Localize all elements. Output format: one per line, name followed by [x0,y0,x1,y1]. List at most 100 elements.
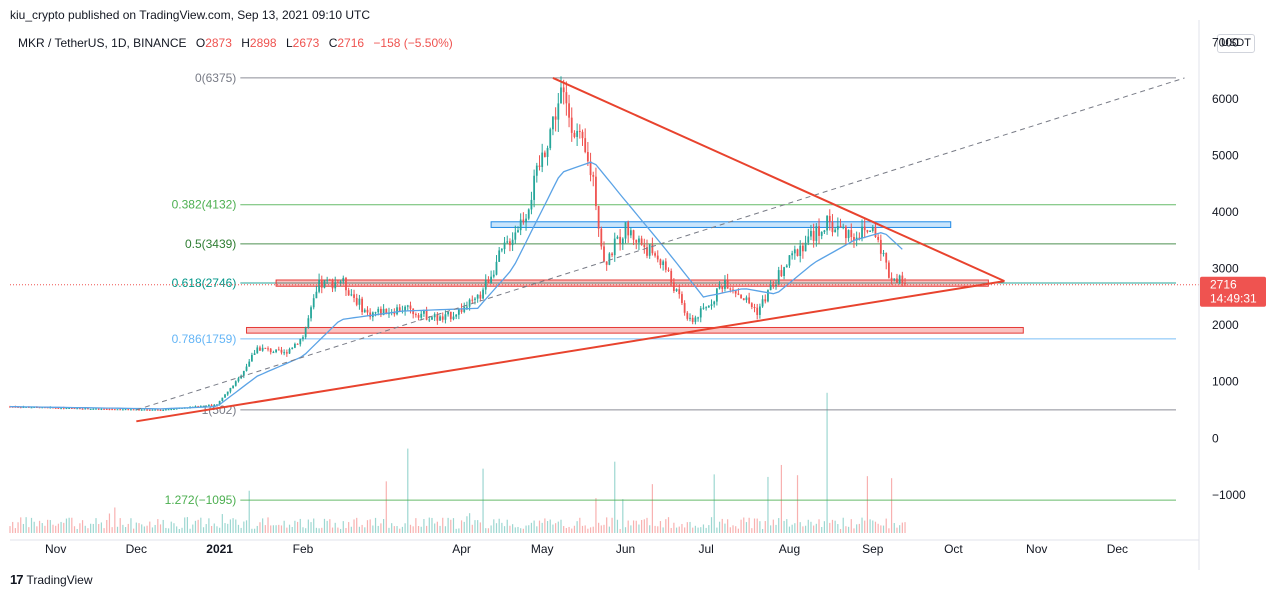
volume-bar [47,519,49,533]
volume-bar [587,528,589,533]
volume-bar [834,520,836,533]
volume-bar [444,526,447,533]
volume-bar [224,523,226,533]
volume-bar [753,518,756,533]
volume-bar [90,523,92,533]
volume-bar [651,484,653,533]
volume-bar [525,525,527,533]
candle-body [54,407,57,409]
volume-bar [643,519,645,533]
volume-bar [673,522,675,533]
candle-body [648,244,651,256]
candle-body [586,151,589,162]
volume-bar [178,528,180,533]
candle-body [780,270,783,276]
volume-bar [721,518,723,533]
candle-body [506,241,509,243]
volume-bar [856,524,858,533]
volume-bar [681,523,683,533]
candle-body [651,244,654,254]
volume-bar [98,524,100,533]
candle-body [748,297,751,304]
volume-bar [229,519,231,533]
volume-bar [420,526,422,533]
candle-body [815,226,818,241]
volume-bar [557,521,559,533]
candle-body [417,315,420,318]
volume-bar [253,528,256,533]
candle-body [482,289,484,299]
volume-bar [829,522,831,533]
candle-body [70,408,73,410]
candle-body [573,132,576,137]
candle-body [767,290,769,302]
volume-bar [288,524,291,533]
volume-bar [799,522,801,533]
volume-bar [740,519,742,533]
volume-bar [68,517,70,533]
candle-body [509,241,511,246]
volume-bar [885,518,887,533]
volume-bar [12,521,14,533]
volume-bar [119,518,121,533]
volume-bar [716,527,718,533]
volume-bar [861,517,863,533]
candle-body [869,231,871,233]
candle-body [799,245,802,256]
volume-bar [649,525,651,533]
candle-body [119,409,122,411]
volume-bar [323,518,326,533]
volume-bar [858,523,860,533]
volume-bar [417,526,420,533]
volume-bar [544,518,546,533]
volume-bar [727,519,729,533]
candle-body [173,408,175,410]
candle-body [218,400,221,405]
volume-bar [823,521,825,533]
candle-body [396,307,398,315]
currency-button[interactable]: USDT [1217,34,1255,53]
volume-bar [826,392,828,533]
candle-body [355,297,358,305]
candle-body [597,206,600,229]
candle-body [366,309,369,313]
candle-body [530,199,533,210]
candle-body [640,238,643,245]
volume-bar [291,526,293,533]
candle-body [393,312,396,315]
volume-bar [815,523,817,533]
candle-body [471,299,474,301]
candle-body [62,407,65,409]
volume-bar [724,523,726,533]
volume-bar [200,517,202,533]
candle-body [694,317,697,322]
volume-bar [428,517,430,533]
volume-bar [348,522,350,533]
volume-bar [127,523,129,533]
candle-body [89,408,92,410]
candle-body [874,227,877,237]
volume-bar [732,525,734,533]
volume-bar [517,526,519,533]
candle-body [845,226,847,239]
volume-bar [888,528,890,533]
published-header: kiu_crypto published on TradingView.com,… [10,8,370,22]
price-tick-label: 1000 [1212,375,1239,389]
volume-bar [748,517,750,533]
candle-body [406,305,409,307]
candle-body [702,307,705,309]
volume-bar [296,521,299,533]
volume-bar [44,525,46,533]
volume-bar [482,468,484,533]
volume-bar [818,519,820,533]
volume-bar [780,464,782,533]
volume-bar [76,528,78,533]
volume-bar [764,521,766,533]
candle-body [253,353,256,355]
volume-bar [847,526,850,533]
candle-body [374,312,377,314]
volume-bar [786,519,788,533]
candle-body [600,228,603,247]
candle-body [584,138,587,152]
